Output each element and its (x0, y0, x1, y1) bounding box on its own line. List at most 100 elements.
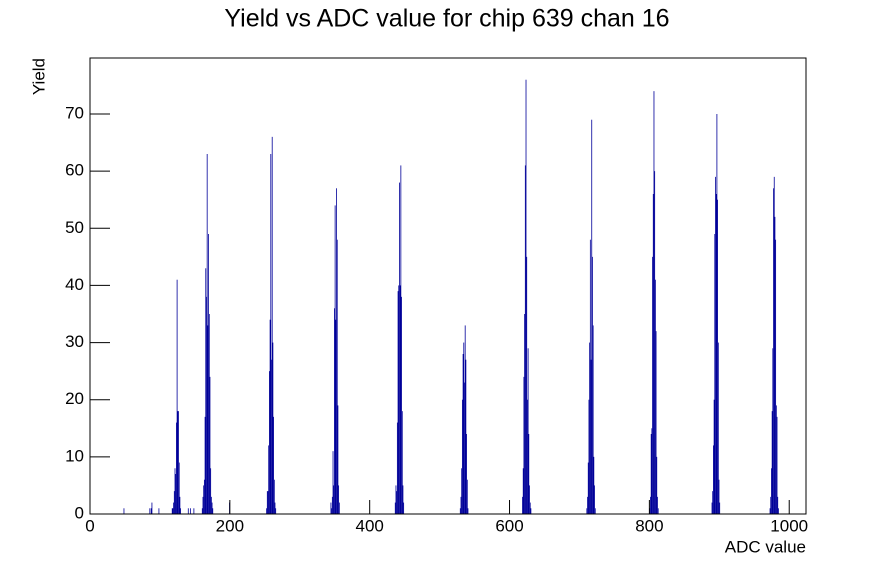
bar (657, 496, 658, 514)
chart-title: Yield vs ADC value for chip 639 chan 16 (224, 5, 669, 33)
bar (177, 411, 179, 514)
bar (465, 359, 467, 514)
bar (466, 479, 468, 514)
bar (171, 508, 173, 514)
bar (529, 502, 531, 514)
bar (778, 508, 779, 514)
bar (273, 479, 275, 514)
bar (717, 342, 719, 514)
bar (463, 342, 465, 514)
bar (336, 188, 337, 515)
bar (719, 502, 721, 514)
y-axis-label: Yield (29, 58, 48, 95)
bar (400, 165, 402, 514)
bar (652, 194, 654, 514)
bar (123, 508, 125, 514)
bar (594, 508, 596, 514)
bar (150, 508, 152, 514)
bar (525, 79, 527, 514)
bar (657, 508, 659, 514)
bar (180, 508, 181, 514)
bar (172, 508, 174, 514)
y-tick-label: 70 (65, 103, 84, 122)
x-tick-label: 0 (85, 516, 94, 535)
bar (396, 491, 398, 514)
y-tick-label: 30 (65, 332, 84, 351)
bar (176, 279, 178, 514)
bar (713, 445, 714, 514)
bar (527, 399, 528, 514)
bar (201, 508, 203, 514)
x-tick-label: 400 (356, 516, 384, 535)
bar (334, 308, 335, 514)
bar (208, 314, 210, 514)
x-tick-label: 1000 (770, 516, 808, 535)
bar (334, 205, 336, 514)
bar (716, 114, 718, 514)
bar (459, 508, 461, 514)
bar (210, 496, 212, 514)
bar (460, 496, 462, 514)
bar (775, 239, 777, 514)
bar (587, 496, 588, 514)
bar (399, 182, 400, 515)
bar (523, 376, 525, 514)
bar (187, 508, 189, 514)
bar (772, 348, 774, 514)
bar (650, 496, 651, 514)
bar (588, 399, 590, 514)
bar (401, 411, 403, 514)
bar (149, 508, 151, 514)
bar (173, 491, 175, 514)
bar (651, 428, 653, 514)
bar (529, 485, 530, 514)
bar (269, 319, 271, 514)
bar (175, 474, 177, 514)
bar (654, 279, 656, 514)
bar (461, 399, 463, 514)
bar (202, 496, 204, 514)
bar (527, 348, 529, 514)
bar (586, 508, 588, 514)
bar (206, 296, 207, 514)
bar (589, 239, 591, 514)
bar (206, 154, 208, 514)
bar (771, 468, 772, 514)
bar (466, 434, 467, 514)
bar (467, 508, 469, 514)
bar (656, 456, 658, 514)
bar (266, 508, 268, 514)
bar (776, 416, 778, 514)
bar (338, 502, 340, 514)
bar (403, 502, 405, 514)
bar (769, 508, 771, 514)
bar (271, 359, 272, 514)
bar (522, 496, 523, 514)
bar (587, 462, 589, 514)
bar (592, 256, 593, 514)
bar (464, 382, 465, 514)
bar (655, 331, 657, 514)
bar (775, 405, 777, 514)
bar (396, 422, 398, 514)
x-tick-label: 800 (635, 516, 663, 535)
y-tick-label: 20 (65, 389, 84, 408)
bar (335, 319, 337, 514)
y-tick-label: 10 (65, 446, 84, 465)
bar (333, 485, 335, 514)
bar (337, 405, 339, 514)
bar (590, 359, 592, 514)
bar (178, 462, 180, 514)
bar (770, 496, 772, 514)
bar (331, 508, 333, 514)
bar (653, 91, 655, 515)
bar (594, 485, 595, 514)
bar (338, 485, 340, 514)
bar (174, 468, 176, 514)
bar (591, 119, 593, 514)
bar (204, 416, 206, 514)
bar (397, 291, 399, 514)
bar (209, 376, 211, 514)
bar (189, 508, 191, 514)
